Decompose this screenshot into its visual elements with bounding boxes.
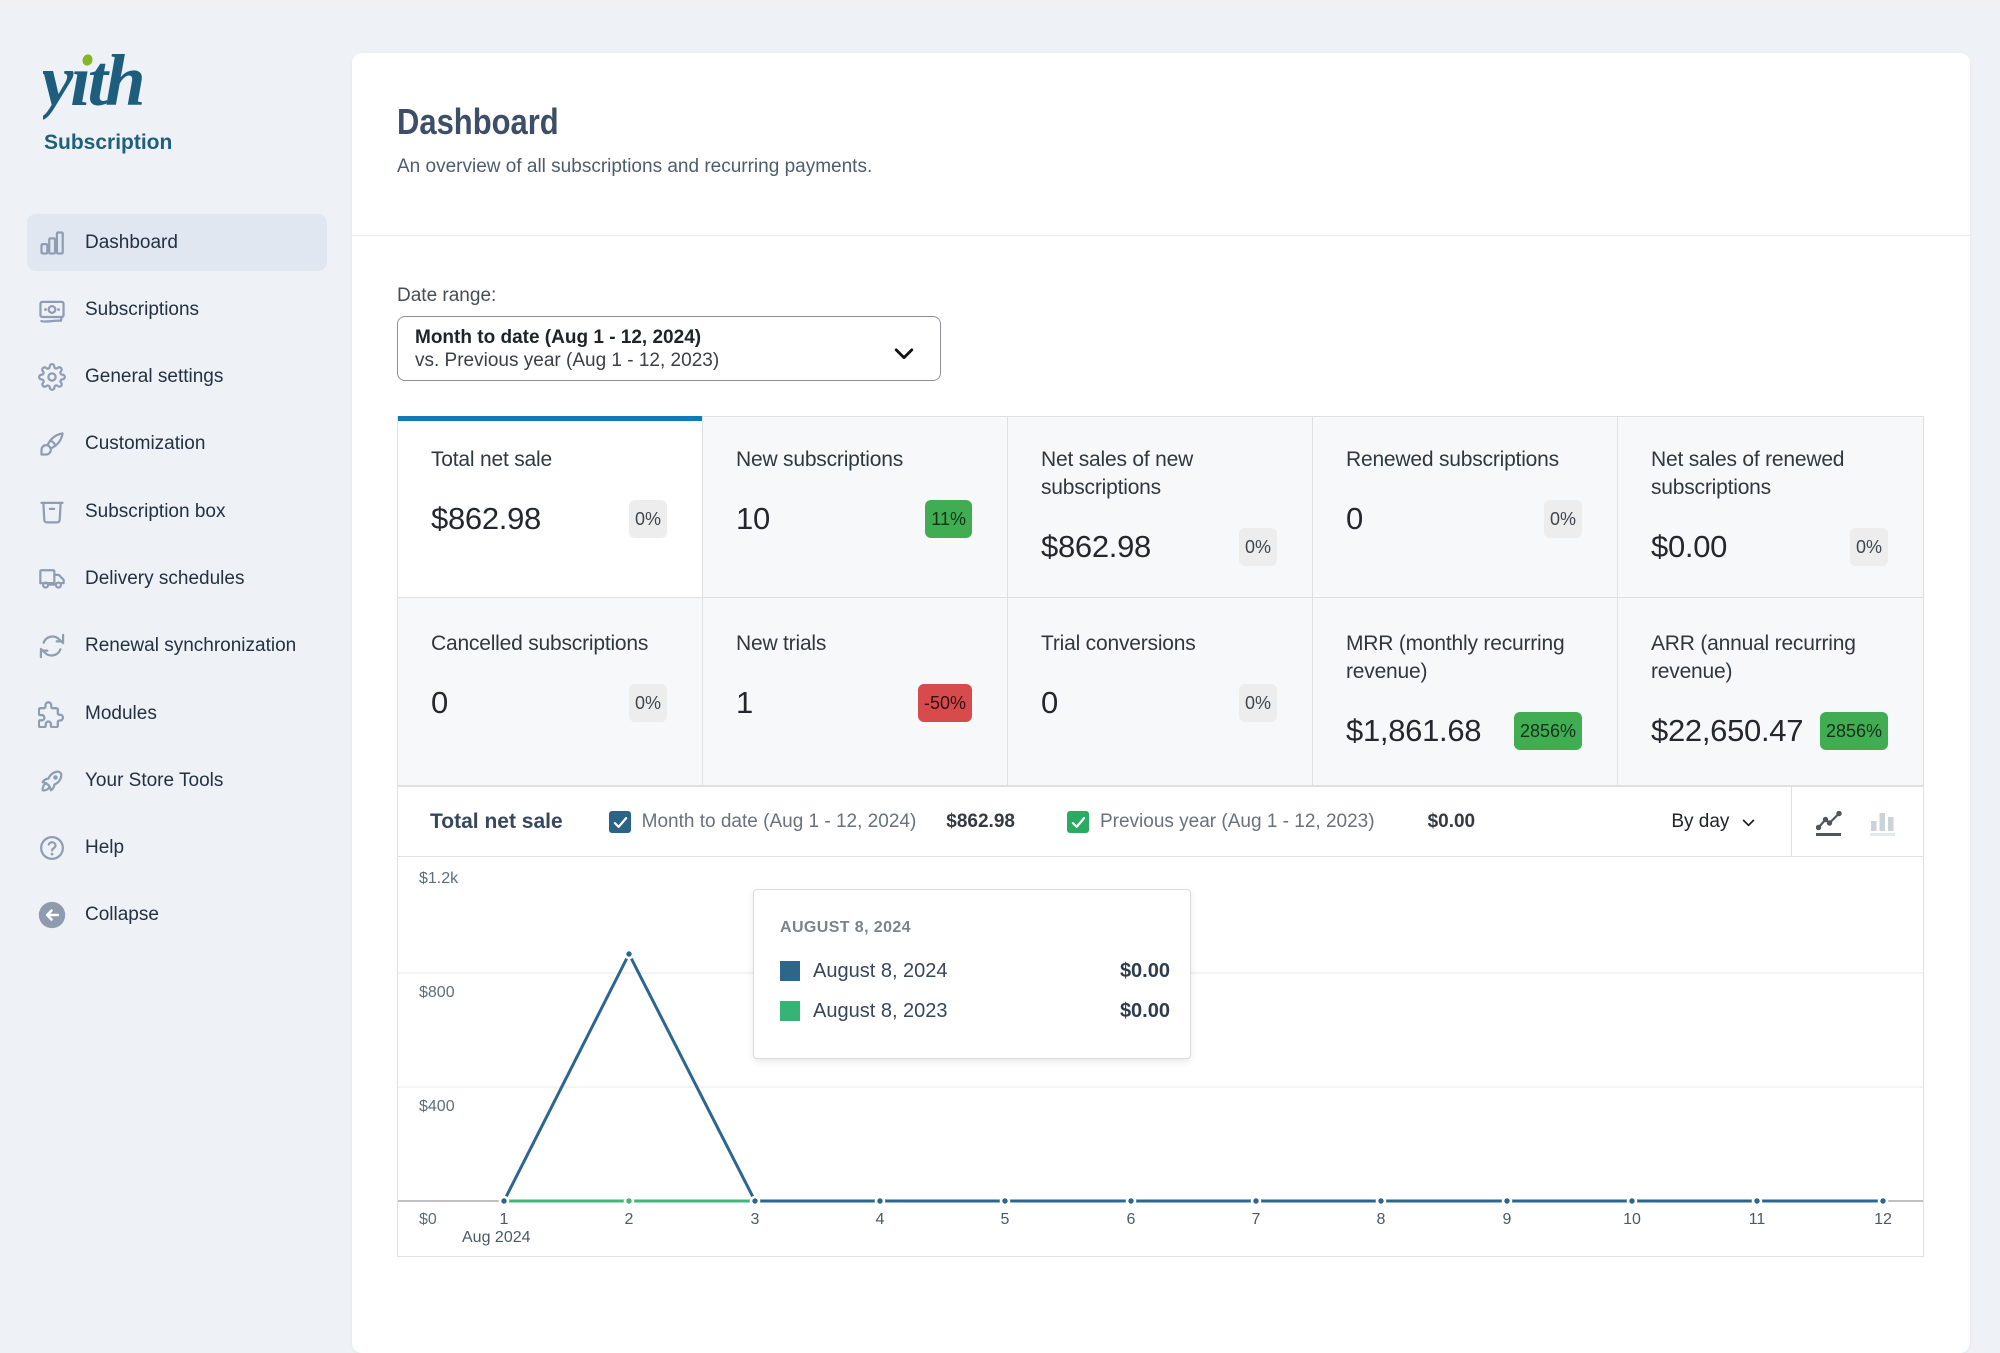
svg-text:4: 4 <box>876 1211 885 1228</box>
svg-text:1: 1 <box>500 1211 509 1228</box>
svg-text:9: 9 <box>1503 1211 1512 1228</box>
svg-text:5: 5 <box>1001 1211 1010 1228</box>
svg-text:7: 7 <box>1252 1211 1261 1228</box>
svg-text:$400: $400 <box>419 1098 455 1115</box>
svg-text:2: 2 <box>625 1211 634 1228</box>
svg-text:6: 6 <box>1127 1211 1136 1228</box>
svg-text:3: 3 <box>751 1211 760 1228</box>
svg-text:8: 8 <box>1377 1211 1386 1228</box>
svg-text:$0: $0 <box>419 1211 437 1228</box>
svg-text:12: 12 <box>1874 1211 1892 1228</box>
svg-text:$1.2k: $1.2k <box>419 870 459 887</box>
svg-text:Aug 2024: Aug 2024 <box>462 1229 531 1246</box>
svg-text:$800: $800 <box>419 984 455 1001</box>
svg-text:10: 10 <box>1623 1211 1641 1228</box>
svg-text:11: 11 <box>1749 1211 1766 1228</box>
svg-text:yıth: yıth <box>43 44 143 120</box>
